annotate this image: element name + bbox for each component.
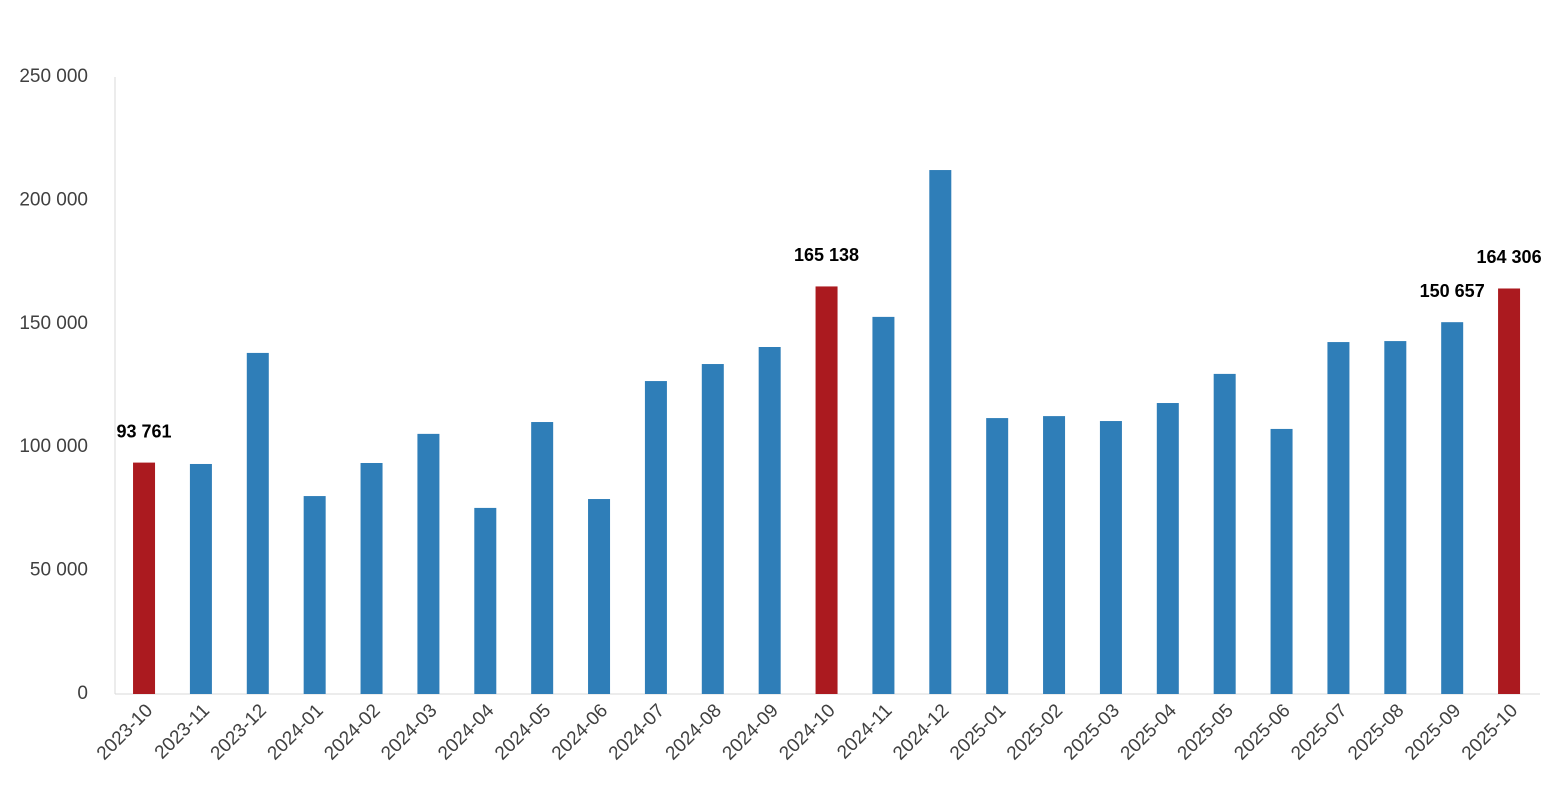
bar: [1099, 421, 1122, 694]
bar: [1043, 416, 1066, 694]
value-label: 150 657: [1420, 281, 1485, 301]
x-tick-label: 2024-12: [889, 700, 953, 764]
value-label: 93 761: [117, 421, 172, 441]
y-tick-label: 50 000: [30, 560, 88, 581]
bar: [758, 346, 781, 694]
x-tick-label: 2024-07: [605, 700, 669, 764]
bar: [303, 496, 326, 694]
x-tick-label: 2025-03: [1060, 700, 1124, 764]
bar: [815, 286, 838, 694]
x-tick-label: 2025-07: [1287, 700, 1351, 764]
x-tick-label: 2024-10: [775, 700, 839, 764]
value-label: 165 138: [794, 245, 859, 265]
y-tick-label: 0: [77, 683, 88, 704]
x-tick-label: 2024-11: [833, 700, 896, 763]
bar: [1327, 342, 1350, 694]
y-tick-label: 200 000: [19, 189, 88, 210]
y-tick-label: 250 000: [19, 66, 88, 87]
x-tick-label: 2025-09: [1401, 700, 1465, 764]
value-label: 164 306: [1477, 247, 1542, 267]
bar: [1213, 373, 1236, 694]
bar: [929, 170, 952, 695]
x-tick-label: 2023-12: [207, 700, 271, 764]
bar: [189, 463, 212, 694]
x-tick-label: 2025-04: [1117, 700, 1181, 764]
x-tick-label: 2025-05: [1174, 700, 1238, 764]
x-tick-label: 2025-02: [1003, 700, 1067, 764]
bar: [986, 418, 1009, 694]
bar: [360, 462, 383, 694]
x-tick-label: 2025-01: [946, 700, 1010, 764]
bar: [474, 507, 497, 694]
bar: [701, 364, 724, 694]
bar: [417, 433, 440, 694]
x-tick-label: 2023-11: [151, 700, 214, 763]
x-tick-label: 2024-03: [377, 700, 441, 764]
x-tick-label: 2024-08: [662, 700, 726, 764]
bar: [644, 381, 667, 694]
bar: [1270, 428, 1293, 694]
bar: [1156, 403, 1179, 694]
bar: [872, 316, 895, 694]
x-tick-label: 2025-08: [1344, 700, 1408, 764]
x-tick-label: 2024-05: [491, 700, 555, 764]
bar: [1498, 288, 1521, 694]
y-tick-label: 100 000: [19, 436, 88, 457]
bar: [246, 352, 269, 694]
y-tick-label: 150 000: [19, 313, 88, 334]
x-tick-label: 2025-06: [1230, 700, 1294, 764]
x-tick-label: 2024-02: [320, 700, 384, 764]
x-tick-label: 2024-09: [719, 700, 783, 764]
x-tick-label: 2024-01: [264, 700, 328, 764]
bar: [133, 462, 156, 694]
x-tick-label: 2023-10: [93, 700, 157, 764]
bar: [588, 499, 611, 694]
x-tick-label: 2024-06: [548, 700, 612, 764]
x-tick-label: 2025-10: [1458, 700, 1522, 764]
bar: [1441, 322, 1464, 694]
bar: [531, 422, 554, 694]
x-tick-label: 2024-04: [434, 700, 498, 764]
bar: [1384, 341, 1407, 694]
